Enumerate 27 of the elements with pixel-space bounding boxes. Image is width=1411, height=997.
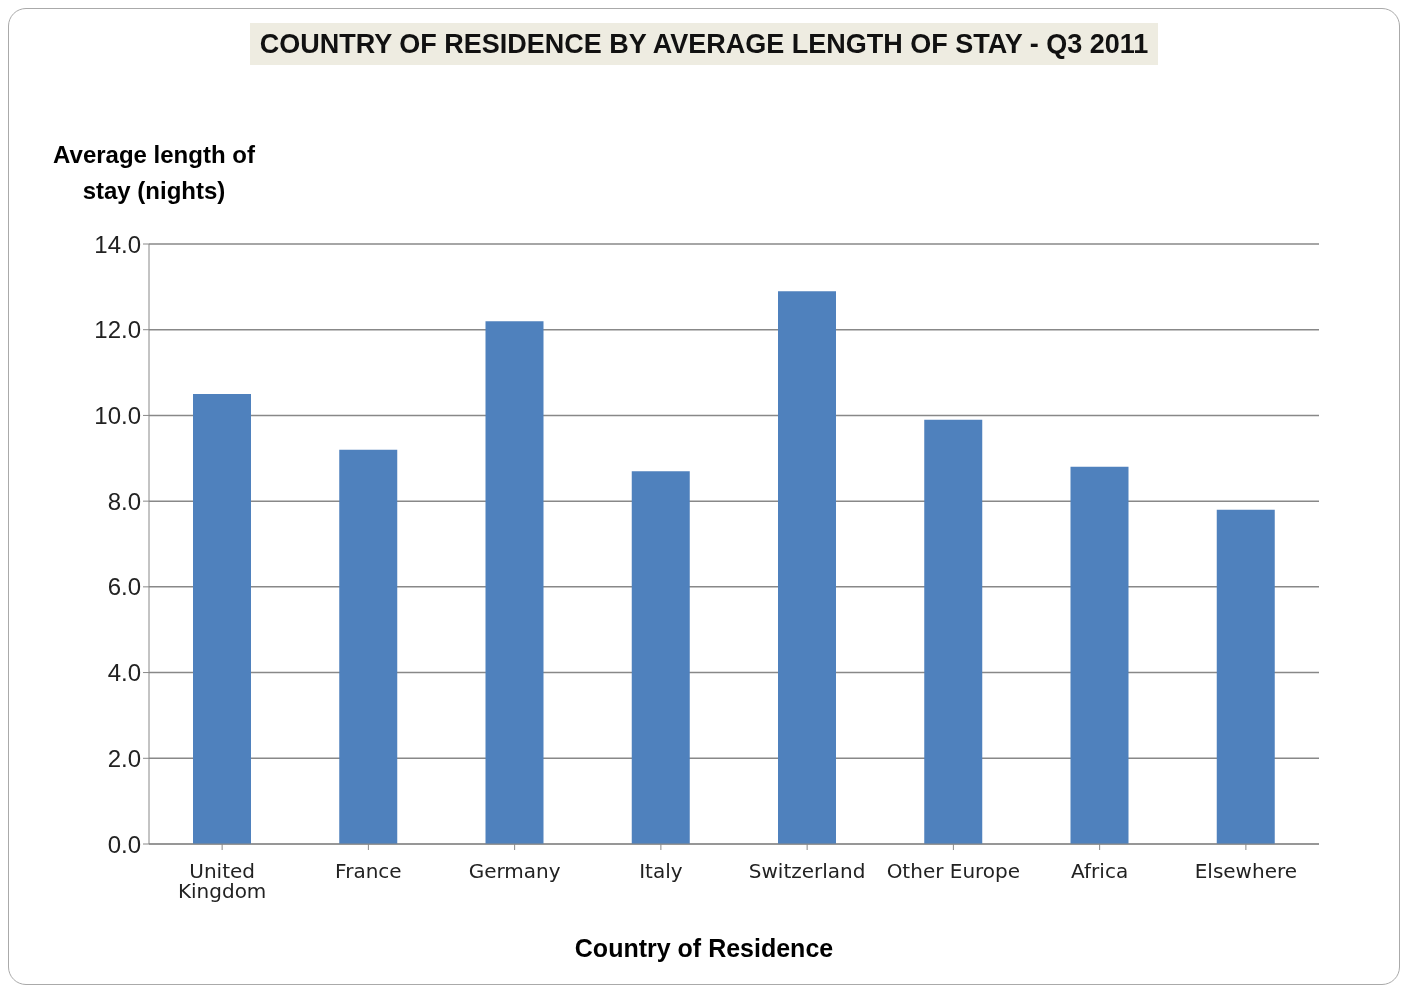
x-tick-label: Africa xyxy=(1071,859,1129,884)
y-tick-label: 0.0 xyxy=(107,830,141,858)
y-axis-title: Average length of stay (nights) xyxy=(52,140,256,206)
x-tick-label: Germany xyxy=(468,859,561,884)
x-tick-label: Switzerland xyxy=(748,859,866,884)
bar xyxy=(339,449,398,844)
bar xyxy=(924,419,983,844)
y-tick-label: 4.0 xyxy=(107,659,141,687)
bar xyxy=(1070,466,1129,844)
bar xyxy=(631,471,690,844)
y-tick-label: 8.0 xyxy=(107,487,141,515)
y-tick-label: 2.0 xyxy=(107,744,141,772)
y-tick-label: 14.0 xyxy=(94,230,141,258)
bar xyxy=(1216,509,1275,844)
x-tick-label: Italy xyxy=(639,859,683,884)
x-tick-label: France xyxy=(335,859,402,884)
x-tick-label: Other Europe xyxy=(886,859,1021,884)
bar xyxy=(485,321,544,844)
bar xyxy=(778,291,836,844)
x-tick-label: United Kingdom xyxy=(177,859,267,904)
x-axis-title: Country of Residence xyxy=(573,934,835,963)
y-tick-label: 10.0 xyxy=(94,401,141,429)
y-tick-label: 12.0 xyxy=(94,316,141,344)
y-tick-label: 6.0 xyxy=(107,573,141,601)
x-tick-label: Elsewhere xyxy=(1194,859,1298,884)
bar xyxy=(193,394,251,844)
chart-title: COUNTRY OF RESIDENCE BY AVERAGE LENGTH OF STAY - Q3 2011 xyxy=(249,23,1159,65)
